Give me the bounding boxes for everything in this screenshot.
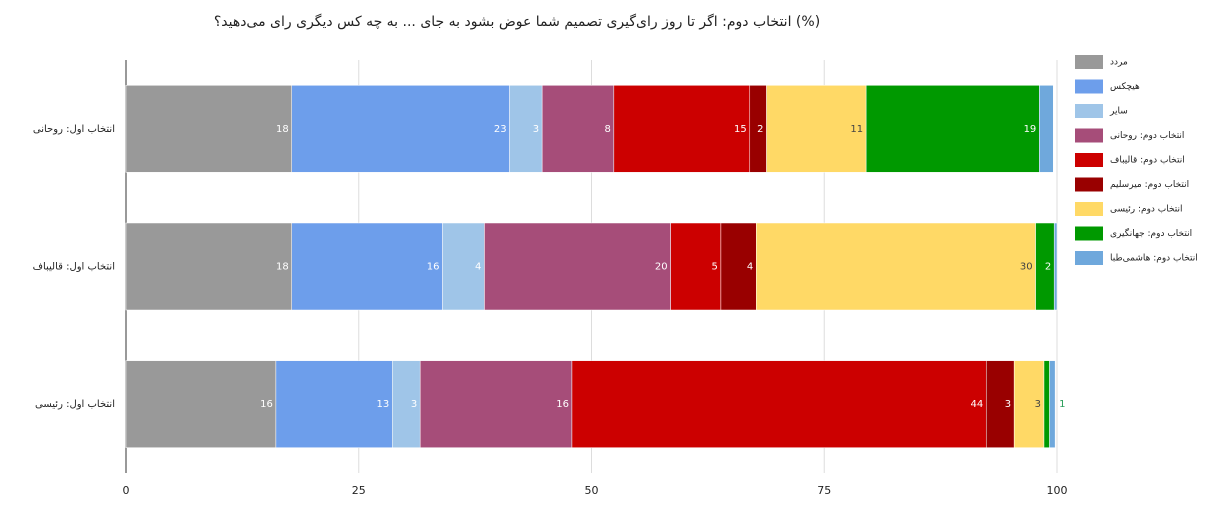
- x-tick-label: 100: [1047, 484, 1068, 497]
- bar-segment: [125, 222, 292, 311]
- bar-segment: [571, 360, 987, 448]
- legend-swatch: [1075, 226, 1103, 241]
- data-label: 4: [747, 262, 753, 273]
- x-tick-label: 75: [817, 484, 831, 497]
- bar-segment: [484, 222, 671, 311]
- data-label: 13: [377, 399, 390, 410]
- legend-label: انتخاب دوم: قالیباف: [1110, 156, 1185, 166]
- data-label: 5: [712, 262, 718, 273]
- bar-segment: [541, 85, 615, 173]
- data-label: 18: [276, 124, 289, 135]
- bar-segment: [291, 85, 510, 173]
- category-label: انتخاب اول: رئیسی: [35, 399, 115, 410]
- data-label: 23: [494, 124, 507, 135]
- category-label: انتخاب اول: روحانی: [33, 124, 115, 135]
- legend-label: مردد: [1110, 58, 1128, 68]
- legend-label: انتخاب دوم: میرسلیم: [1110, 180, 1189, 190]
- bar-segment: [1039, 85, 1054, 173]
- category-label: انتخاب اول: قالیباف: [33, 262, 115, 273]
- bar-segment: [125, 360, 277, 448]
- legend-label: سایر: [1109, 107, 1128, 117]
- data-label: 18: [276, 262, 289, 273]
- legend-swatch: [1075, 251, 1103, 265]
- legend-label: انتخاب دوم: رئیسی: [1110, 205, 1183, 215]
- legend-swatch: [1075, 128, 1103, 143]
- data-label: 16: [260, 399, 273, 410]
- data-label: 4: [475, 262, 481, 273]
- bar-segment: [1049, 360, 1056, 448]
- data-label: 3: [1035, 399, 1041, 410]
- bar-segment: [766, 85, 867, 173]
- legend-swatch: [1075, 153, 1103, 167]
- data-label: 3: [1005, 399, 1011, 410]
- bar-segment: [291, 222, 443, 311]
- data-label: 16: [427, 262, 440, 273]
- data-label: 3: [533, 124, 539, 135]
- x-tick-label: 0: [123, 484, 130, 497]
- bar-segment: [125, 85, 292, 173]
- legend-label: انتخاب دوم: جهانگیری: [1110, 227, 1192, 239]
- data-label: 2: [1045, 262, 1051, 273]
- data-label: 20: [655, 262, 668, 273]
- data-label: 15: [734, 124, 747, 135]
- bar-segment: [985, 360, 1015, 448]
- data-label: 8: [604, 124, 610, 135]
- data-label: 44: [971, 399, 984, 410]
- data-label: 1: [1059, 399, 1065, 410]
- legend-label: هیچکس: [1110, 82, 1140, 92]
- data-label: 11: [850, 124, 863, 135]
- bar-segment: [442, 222, 485, 311]
- bar-segment: [613, 85, 751, 173]
- data-label: 16: [556, 399, 569, 410]
- chart-title: انتخاب دوم: اگر تا روز رای‌گیری تصمیم شم…: [214, 13, 820, 30]
- bar-segment: [392, 360, 421, 448]
- legend-swatch: [1075, 202, 1103, 216]
- x-tick-label: 50: [585, 484, 599, 497]
- bar-segment: [509, 85, 543, 173]
- data-label: 2: [757, 124, 763, 135]
- bar-segment: [1053, 222, 1058, 311]
- data-label: 30: [1020, 262, 1033, 273]
- bar-segment: [1043, 360, 1050, 448]
- bar-segment: [275, 360, 393, 448]
- legend-swatch: [1075, 55, 1103, 69]
- bar-segment: [419, 360, 573, 448]
- x-tick-label: 25: [352, 484, 366, 497]
- bar-segment: [865, 85, 1040, 173]
- data-label: 3: [411, 399, 417, 410]
- legend-label: انتخاب دوم: روحانی: [1110, 131, 1184, 141]
- legend-swatch: [1075, 104, 1103, 118]
- legend-swatch: [1075, 177, 1103, 192]
- bar-segment: [756, 222, 1036, 311]
- data-label: 19: [1024, 124, 1037, 135]
- legend-label: انتخاب دوم: هاشمی‌طبا: [1110, 254, 1198, 264]
- legend-swatch: [1075, 79, 1103, 94]
